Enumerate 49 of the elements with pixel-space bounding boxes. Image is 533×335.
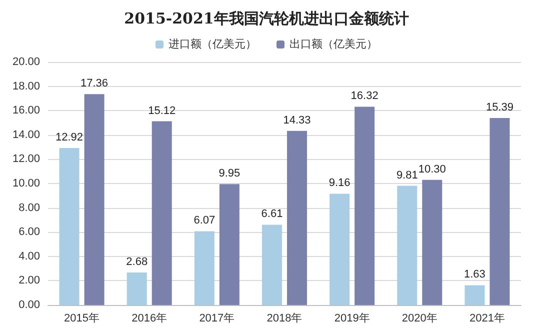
bar xyxy=(194,231,214,305)
data-label: 17.36 xyxy=(80,78,108,90)
bar xyxy=(219,184,240,305)
y-tick-label: 12.00 xyxy=(12,153,40,166)
bar xyxy=(152,121,172,305)
y-tick-label: 10.00 xyxy=(12,178,40,190)
bar xyxy=(397,186,418,305)
x-tick-label: 2019年 xyxy=(334,312,370,324)
data-label: 16.32 xyxy=(350,90,378,102)
y-tick-label: 18.00 xyxy=(12,80,40,92)
data-label: 15.12 xyxy=(148,104,176,117)
bar xyxy=(464,285,485,305)
bar xyxy=(490,118,510,305)
y-tick-label: 2.00 xyxy=(18,274,40,287)
x-tick-label: 2016年 xyxy=(132,312,168,324)
legend-label: 进口额（亿美元） xyxy=(168,38,256,50)
y-tick-label: 16.00 xyxy=(12,104,40,117)
data-label: 2.68 xyxy=(126,256,148,268)
bar xyxy=(126,272,147,305)
y-tick-label: 14.00 xyxy=(12,128,40,141)
data-label: 12.92 xyxy=(56,132,84,144)
y-tick-label: 0.00 xyxy=(18,299,40,311)
data-label: 10.30 xyxy=(418,163,446,176)
data-label: 1.63 xyxy=(464,268,486,281)
bar xyxy=(287,130,307,305)
y-tick-label: 4.00 xyxy=(18,250,40,262)
x-tick-label: 2020年 xyxy=(402,312,438,324)
data-label: 14.33 xyxy=(283,114,311,126)
chart-title: 2015-2021年我国汽轮机进出口金额统计 xyxy=(124,10,409,28)
bar xyxy=(59,148,80,305)
y-tick-label: 6.00 xyxy=(18,226,40,238)
data-label: 9.81 xyxy=(396,169,418,182)
x-tick-label: 2021年 xyxy=(469,312,505,324)
x-tick-label: 2018年 xyxy=(266,312,302,324)
data-label: 9.16 xyxy=(328,177,350,190)
x-tick-label: 2015年 xyxy=(64,312,100,324)
y-tick-label: 8.00 xyxy=(18,202,40,214)
data-label: 15.39 xyxy=(486,102,514,114)
bar xyxy=(330,194,350,305)
bar xyxy=(84,94,104,305)
data-label: 9.95 xyxy=(218,168,240,180)
x-tick-label: 2017年 xyxy=(199,312,235,324)
bar xyxy=(422,180,442,305)
bar xyxy=(262,224,282,305)
data-label: 6.07 xyxy=(194,214,216,227)
y-tick-label: 20.00 xyxy=(12,56,40,68)
legend-label: 出口额（亿美元） xyxy=(290,38,378,50)
bar xyxy=(354,106,375,305)
data-label: 6.61 xyxy=(261,208,283,220)
